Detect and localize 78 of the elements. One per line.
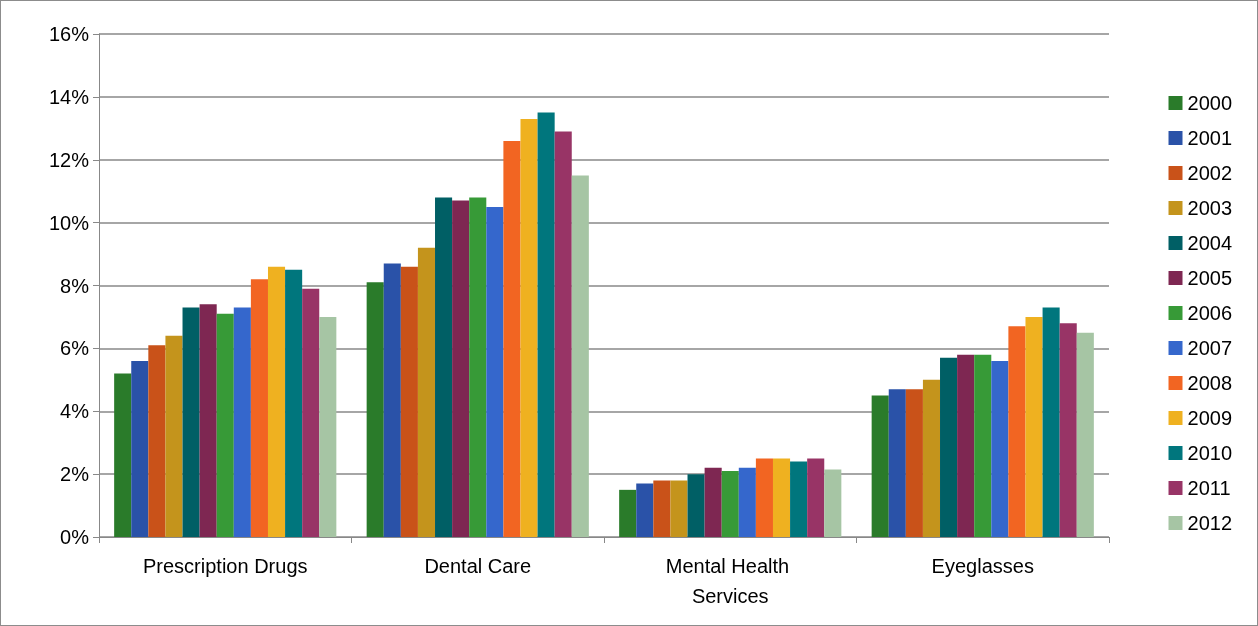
legend-label: 2008 — [1187, 372, 1233, 394]
bar — [807, 458, 825, 537]
bar — [383, 263, 401, 537]
bar — [366, 282, 384, 537]
bar — [486, 206, 504, 537]
bar — [537, 112, 555, 537]
y-tick-label: 14% — [48, 85, 90, 108]
bar — [721, 470, 739, 537]
bar — [957, 354, 975, 537]
bar — [1025, 316, 1043, 537]
bar — [267, 266, 286, 537]
x-tick-label: Prescription Drugs — [142, 555, 308, 577]
y-tick-label: 8% — [60, 274, 90, 297]
bar — [571, 175, 589, 537]
legend-label: 2010 — [1187, 442, 1233, 464]
bar — [165, 335, 183, 537]
bar — [520, 118, 538, 537]
bar — [1059, 323, 1077, 537]
bar — [199, 304, 217, 537]
bar — [888, 389, 906, 537]
bar — [790, 461, 808, 537]
bar — [400, 266, 418, 537]
legend-label: 2007 — [1187, 337, 1233, 359]
bar — [285, 269, 303, 537]
bar — [114, 373, 132, 537]
legend-label: 2011 — [1187, 477, 1231, 499]
bar — [319, 316, 337, 537]
y-tick-label: 2% — [60, 463, 90, 486]
bar — [250, 279, 268, 537]
bar — [704, 467, 722, 537]
bar — [991, 360, 1009, 537]
bar — [554, 131, 572, 537]
bar — [687, 474, 705, 537]
bar — [636, 483, 654, 537]
legend-label: 2005 — [1187, 267, 1233, 289]
bar — [922, 379, 941, 537]
bar — [131, 360, 149, 537]
bar — [940, 357, 958, 537]
bar — [233, 307, 251, 537]
bar — [619, 489, 637, 537]
y-tick-label: 0% — [60, 526, 90, 548]
bar — [417, 247, 436, 537]
x-tick-label: Mental Health Services — [665, 555, 795, 607]
legend-label: 2002 — [1187, 162, 1233, 184]
bar — [503, 140, 521, 537]
bar — [824, 469, 842, 537]
bar — [452, 200, 470, 537]
y-tick-label: 4% — [60, 400, 90, 423]
bar — [469, 197, 487, 537]
bar — [974, 354, 992, 537]
legend-label: 2003 — [1187, 197, 1233, 219]
x-tick-label: Dental Care — [424, 555, 532, 577]
legend-label: 2009 — [1187, 407, 1233, 429]
y-tick-label: 6% — [60, 337, 90, 360]
y-tick-label: 10% — [48, 211, 90, 234]
bar — [1042, 307, 1060, 537]
bar — [1008, 326, 1026, 537]
bar — [755, 458, 773, 537]
bar — [302, 288, 320, 537]
bar — [670, 480, 688, 537]
bar — [653, 480, 671, 537]
bar — [435, 197, 453, 537]
bar — [1076, 332, 1094, 537]
bar — [905, 389, 923, 537]
bar — [182, 307, 200, 537]
x-tick-label: Eyeglasses — [931, 555, 1034, 577]
y-tick-label: 16% — [48, 23, 90, 45]
bar — [738, 467, 756, 537]
bar — [871, 395, 889, 537]
legend-label: 2004 — [1187, 232, 1233, 254]
bar — [216, 313, 234, 537]
legend-label: 2012 — [1187, 512, 1233, 534]
legend-label: 2006 — [1187, 302, 1233, 324]
bar — [148, 345, 166, 537]
legend-label: 2001 — [1187, 127, 1233, 149]
bar — [772, 458, 791, 537]
y-tick-label: 12% — [48, 148, 90, 171]
legend-label: 2000 — [1187, 92, 1233, 114]
